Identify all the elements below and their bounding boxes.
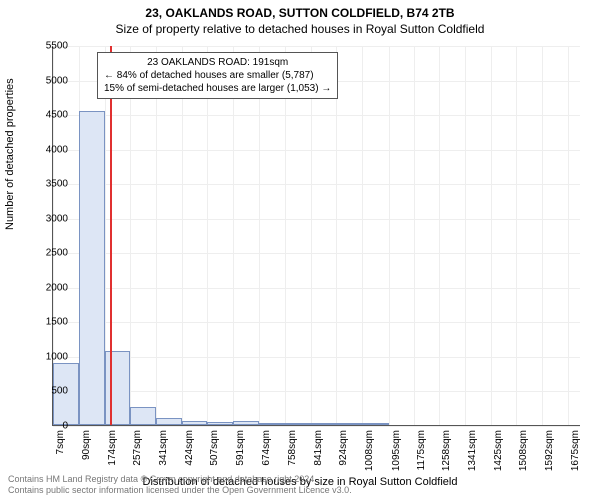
horizontal-gridline bbox=[53, 391, 580, 392]
footer-line-2: Contains public sector information licen… bbox=[8, 485, 352, 496]
x-tick-label: 257sqm bbox=[132, 430, 143, 466]
annotation-box: 23 OAKLANDS ROAD: 191sqm← 84% of detache… bbox=[97, 52, 338, 99]
y-tick-label: 500 bbox=[51, 386, 68, 397]
annotation-line: 15% of semi-detached houses are larger (… bbox=[104, 82, 331, 95]
horizontal-gridline bbox=[53, 357, 580, 358]
x-tick-label: 1341sqm bbox=[467, 430, 478, 471]
horizontal-gridline bbox=[53, 115, 580, 116]
x-tick-label: 174sqm bbox=[107, 430, 118, 466]
footer-line-1: Contains HM Land Registry data © Crown c… bbox=[8, 474, 352, 485]
vertical-gridline bbox=[233, 46, 234, 425]
x-tick-label: 424sqm bbox=[184, 430, 195, 466]
x-tick-label: 1592sqm bbox=[544, 430, 555, 471]
x-tick-label: 7sqm bbox=[55, 430, 66, 454]
y-tick-label: 4500 bbox=[46, 110, 68, 121]
vertical-gridline bbox=[182, 46, 183, 425]
histogram-bar bbox=[105, 351, 131, 425]
horizontal-gridline bbox=[53, 150, 580, 151]
vertical-gridline bbox=[285, 46, 286, 425]
y-tick-label: 3500 bbox=[46, 179, 68, 190]
x-tick-label: 1258sqm bbox=[441, 430, 452, 471]
y-tick-label: 2500 bbox=[46, 248, 68, 259]
histogram-bar bbox=[207, 422, 233, 425]
vertical-gridline bbox=[516, 46, 517, 425]
x-tick-label: 674sqm bbox=[261, 430, 272, 466]
x-tick-label: 1508sqm bbox=[518, 430, 529, 471]
vertical-gridline bbox=[259, 46, 260, 425]
vertical-gridline bbox=[336, 46, 337, 425]
plot-region: 23 OAKLANDS ROAD: 191sqm← 84% of detache… bbox=[52, 46, 580, 426]
x-tick-label: 90sqm bbox=[81, 430, 92, 460]
histogram-bar bbox=[233, 421, 259, 425]
y-tick-label: 1500 bbox=[46, 317, 68, 328]
vertical-gridline bbox=[542, 46, 543, 425]
chart-area: 23 OAKLANDS ROAD: 191sqm← 84% of detache… bbox=[52, 46, 580, 426]
histogram-bar bbox=[259, 423, 285, 425]
histogram-bar bbox=[79, 111, 105, 425]
x-tick-label: 1175sqm bbox=[416, 430, 427, 470]
y-tick-label: 2000 bbox=[46, 282, 68, 293]
x-tick-label: 758sqm bbox=[287, 430, 298, 466]
x-tick-label: 341sqm bbox=[158, 430, 169, 466]
y-tick-label: 5500 bbox=[46, 41, 68, 52]
horizontal-gridline bbox=[53, 426, 580, 427]
x-tick-label: 1675sqm bbox=[570, 430, 581, 471]
vertical-gridline bbox=[491, 46, 492, 425]
histogram-bar bbox=[311, 423, 337, 425]
x-tick-label: 507sqm bbox=[209, 430, 220, 466]
vertical-gridline bbox=[414, 46, 415, 425]
vertical-gridline bbox=[156, 46, 157, 425]
vertical-gridline bbox=[465, 46, 466, 425]
vertical-gridline bbox=[362, 46, 363, 425]
footer-attribution: Contains HM Land Registry data © Crown c… bbox=[8, 474, 352, 496]
histogram-bar bbox=[285, 423, 311, 425]
x-tick-label: 1008sqm bbox=[364, 430, 375, 471]
vertical-gridline bbox=[568, 46, 569, 425]
y-tick-label: 4000 bbox=[46, 144, 68, 155]
histogram-bar bbox=[362, 423, 389, 425]
vertical-gridline bbox=[207, 46, 208, 425]
annotation-line: 23 OAKLANDS ROAD: 191sqm bbox=[104, 56, 331, 69]
x-tick-label: 924sqm bbox=[338, 430, 349, 466]
histogram-bar bbox=[156, 418, 182, 425]
x-tick-label: 1425sqm bbox=[493, 430, 504, 471]
x-tick-label: 841sqm bbox=[313, 430, 324, 466]
histogram-bar bbox=[182, 421, 208, 425]
vertical-gridline bbox=[311, 46, 312, 425]
y-tick-label: 3000 bbox=[46, 213, 68, 224]
x-tick-label: 591sqm bbox=[235, 430, 246, 466]
histogram-bar bbox=[130, 407, 156, 425]
y-tick-label: 1000 bbox=[46, 351, 68, 362]
horizontal-gridline bbox=[53, 219, 580, 220]
horizontal-gridline bbox=[53, 46, 580, 47]
annotation-line: ← 84% of detached houses are smaller (5,… bbox=[104, 69, 331, 82]
horizontal-gridline bbox=[53, 288, 580, 289]
y-axis-label: Number of detached properties bbox=[4, 78, 16, 230]
horizontal-gridline bbox=[53, 322, 580, 323]
y-tick-label: 5000 bbox=[46, 75, 68, 86]
vertical-gridline bbox=[130, 46, 131, 425]
vertical-gridline bbox=[389, 46, 390, 425]
horizontal-gridline bbox=[53, 184, 580, 185]
chart-title-main: 23, OAKLANDS ROAD, SUTTON COLDFIELD, B74… bbox=[0, 0, 600, 20]
reference-line bbox=[110, 46, 112, 425]
chart-title-sub: Size of property relative to detached ho… bbox=[0, 20, 600, 36]
vertical-gridline bbox=[439, 46, 440, 425]
histogram-bar bbox=[336, 423, 362, 425]
x-tick-label: 1095sqm bbox=[391, 430, 402, 471]
horizontal-gridline bbox=[53, 253, 580, 254]
